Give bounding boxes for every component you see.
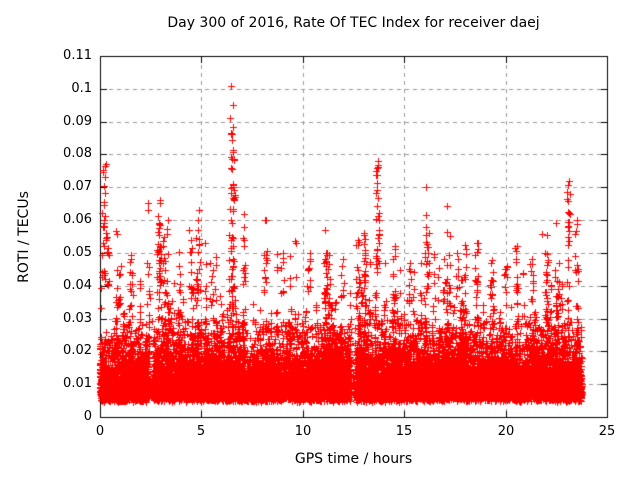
y-tick-label: 0.05 [63,245,92,260]
x-tick-label: 10 [294,424,312,439]
y-tick-label: 0.08 [63,146,92,161]
y-tick-label: 0 [83,409,92,424]
x-tick-label: 0 [95,424,105,439]
y-tick-label: 0.06 [63,212,92,227]
y-tick-label: 0.04 [63,278,92,293]
y-tick-label: 0.11 [63,48,92,63]
x-tick-label: 20 [497,424,515,439]
y-tick-label: 0.03 [63,311,92,326]
x-tick-label: 15 [395,424,413,439]
y-tick-label: 0.02 [63,343,92,358]
y-tick-label: 0.09 [63,114,92,129]
y-tick-label: 0.1 [71,81,92,96]
x-tick-label: 5 [196,424,206,439]
y-tick-label: 0.07 [63,179,92,194]
y-axis-label: ROTI / TECUs [16,191,32,283]
y-tick-label: 0.01 [63,376,92,391]
x-axis-label: GPS time / hours [294,451,413,467]
x-tick-label: 25 [598,424,616,439]
chart-title: Day 300 of 2016, Rate Of TEC Index for r… [167,15,540,31]
